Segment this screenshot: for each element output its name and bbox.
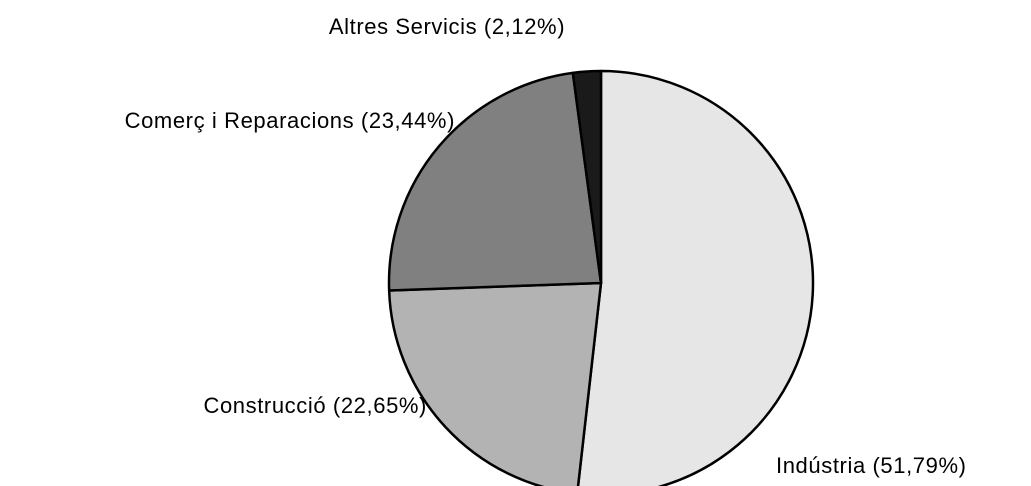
slice-label: Indústria (51,79%) — [776, 453, 967, 478]
pie-slice — [387, 281, 603, 486]
slice-label: Construcció (22,65%) — [203, 393, 427, 418]
slice-label: Comerç i Reparacions (23,44%) — [125, 108, 455, 133]
pie-slice — [387, 71, 603, 292]
slice-label: Altres Servicis (2,12%) — [329, 14, 565, 39]
pie-slice — [571, 69, 603, 285]
pie-slice — [576, 69, 815, 486]
